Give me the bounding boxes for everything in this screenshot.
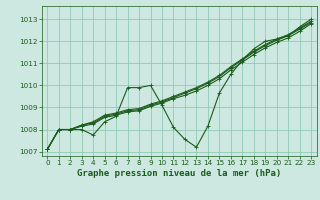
X-axis label: Graphe pression niveau de la mer (hPa): Graphe pression niveau de la mer (hPa) — [77, 169, 281, 178]
